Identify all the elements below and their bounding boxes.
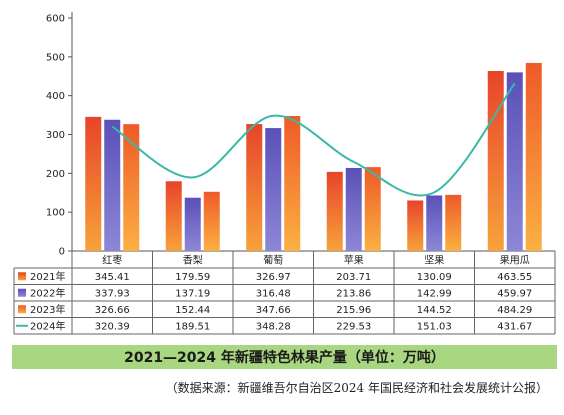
x-tick-label: 葡萄 [263, 254, 283, 267]
data-label: 484.29 [497, 305, 532, 316]
chart-title: 2021—2024 年新疆特色林果产量（单位：万吨） [124, 350, 445, 366]
bar-2021年-香梨 [165, 181, 182, 251]
data-label: 459.97 [497, 288, 532, 299]
data-label: 229.53 [336, 321, 371, 332]
bar-2021年-坚果 [407, 200, 424, 251]
data-label: 348.28 [256, 321, 291, 332]
data-label: 215.96 [336, 305, 371, 316]
chart: 0 100 200 300 400 500 600 红枣 香梨 葡萄 苹果 坚果 果用瓜 2021年 34… [13, 12, 556, 335]
x-tick-label: 果用瓜 [500, 255, 530, 267]
data-label: 326.97 [256, 272, 291, 283]
bar-2023年-苹果 [364, 167, 381, 251]
bar-2022年-葡萄 [265, 128, 282, 251]
data-label: 326.66 [95, 305, 130, 316]
legend-label-2022年: 2022年 [30, 286, 65, 299]
bar-2021年-红枣 [85, 116, 102, 251]
data-label: 463.55 [497, 272, 532, 283]
data-label: 347.66 [256, 305, 291, 316]
data-label: 431.67 [497, 321, 532, 332]
line-2024年 [111, 82, 516, 197]
x-tick-label: 坚果 [424, 255, 444, 267]
y-tick-label: 0 [59, 247, 65, 258]
bar-2023年-果用瓜 [525, 62, 542, 251]
bar-2022年-果用瓜 [506, 72, 523, 251]
bar-2023年-香梨 [203, 191, 220, 251]
y-tick-label: 600 [46, 14, 65, 25]
y-tick-label: 200 [46, 169, 65, 180]
legend-swatch-2023年 [18, 305, 26, 314]
legend-swatch-2022年 [18, 288, 26, 297]
data-label: 203.71 [336, 272, 371, 283]
bar-2021年-果用瓜 [487, 70, 504, 251]
source-note: （数据来源：新疆维吾尔自治区2024 年国民经济和社会发展统计公报） [165, 381, 548, 395]
bar-2022年-香梨 [184, 197, 201, 251]
bar-2022年-苹果 [345, 167, 362, 251]
bars [85, 62, 542, 252]
data-label: 213.86 [336, 288, 371, 299]
data-label: 152.44 [175, 305, 210, 316]
data-label: 345.41 [95, 272, 130, 283]
data-label: 142.99 [417, 288, 452, 299]
y-tick-label: 400 [46, 91, 65, 102]
data-label: 189.51 [175, 321, 210, 332]
data-table: 红枣 香梨 葡萄 苹果 坚果 果用瓜 2021年 345.41 179.59 326.97 203.… [13, 251, 556, 335]
data-label: 144.52 [417, 305, 452, 316]
title-bar: 2021—2024 年新疆特色林果产量（单位：万吨） [12, 345, 557, 369]
data-label: 316.48 [256, 288, 291, 299]
data-label: 337.93 [95, 288, 130, 299]
x-tick-label: 苹果 [344, 254, 364, 267]
x-tick-label: 香梨 [183, 254, 203, 267]
bar-2023年-坚果 [445, 194, 462, 251]
data-label: 130.09 [417, 272, 452, 283]
legend-label-2023年: 2023年 [30, 303, 65, 316]
line-series [111, 82, 516, 197]
bar-2022年-红枣 [104, 119, 121, 252]
data-label: 151.03 [417, 321, 452, 332]
y-tick-label: 300 [46, 130, 65, 141]
y-tick-label: 500 [46, 52, 65, 63]
data-label: 179.59 [175, 272, 210, 283]
bar-2022年-坚果 [426, 195, 443, 251]
data-label: 137.19 [175, 288, 210, 299]
bar-2023年-红枣 [123, 124, 140, 251]
data-label: 320.39 [95, 321, 130, 332]
bar-2021年-葡萄 [246, 124, 263, 251]
x-tick-label: 红枣 [102, 254, 122, 267]
bar-2021年-苹果 [326, 171, 343, 251]
bar-2023年-葡萄 [284, 115, 301, 251]
legend-swatch-2021年 [18, 272, 26, 281]
legend-label-2024年: 2024年 [30, 319, 65, 332]
y-tick-label: 100 [46, 208, 65, 219]
legend-label-2021年: 2021年 [30, 270, 65, 283]
